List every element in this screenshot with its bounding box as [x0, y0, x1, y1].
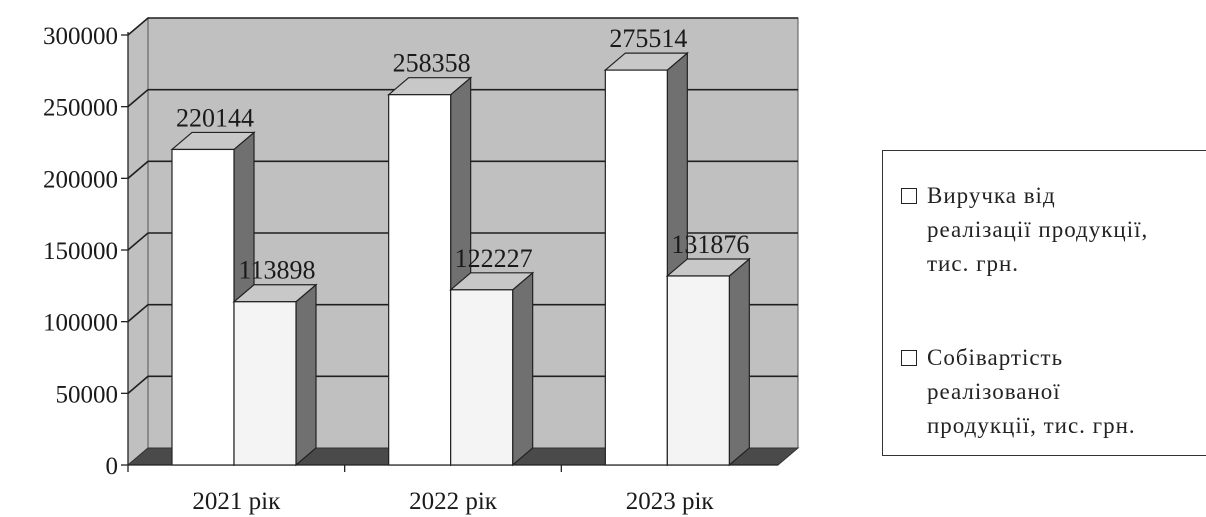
y-tick-label: 100000	[43, 310, 118, 337]
bar-side	[295, 283, 317, 467]
legend-label-line: тис. грн.	[927, 251, 1020, 276]
legend-label-line: Собівартість	[927, 345, 1064, 370]
bars	[170, 51, 751, 467]
y-tick-label: 300000	[43, 23, 118, 50]
bar-front	[171, 148, 235, 466]
legend-item-cost: Собівартість реалізованої продукції, тис…	[901, 341, 1136, 443]
legend: Виручка від реалізації продукції, тис. г…	[882, 150, 1206, 456]
bar-front	[450, 289, 514, 466]
bar	[232, 283, 318, 467]
y-tick-labels: 0 50000 100000 150000 200000 250000 300000	[43, 23, 118, 480]
legend-swatch-cost	[901, 350, 917, 366]
value-label: 220144	[176, 103, 254, 132]
value-label: 113898	[238, 256, 315, 285]
value-labels: 220144 113898 258358 122227 275514 131876	[176, 24, 749, 285]
bar	[665, 257, 751, 467]
gridline	[127, 88, 798, 108]
bar-side	[512, 271, 534, 467]
bar-front	[388, 94, 452, 466]
gridline	[127, 17, 798, 36]
value-label: 258358	[393, 49, 471, 78]
gridlines	[127, 17, 798, 394]
legend-label-line: продукції, тис. грн.	[927, 413, 1136, 438]
legend-label-line: реалізованої	[927, 379, 1061, 404]
x-tick-label: 2021 рік	[192, 488, 281, 515]
bar-front	[233, 301, 297, 466]
bar	[449, 271, 535, 467]
value-label: 275514	[609, 24, 687, 53]
value-label: 122227	[455, 244, 533, 273]
value-label: 131876	[671, 230, 749, 259]
bar-front	[666, 275, 730, 466]
y-tick-label: 0	[106, 453, 119, 480]
gridline	[127, 160, 798, 179]
gridline	[127, 232, 798, 251]
bar-side	[728, 257, 750, 467]
y-tick-label: 200000	[43, 166, 118, 193]
y-tick-label: 250000	[43, 95, 118, 122]
gridline	[127, 303, 798, 323]
legend-label-revenue: Виручка від реалізації продукції, тис. г…	[927, 179, 1148, 281]
x-tick-labels: 2021 рік 2022 рік 2023 рік	[192, 488, 714, 515]
legend-label-cost: Собівартість реалізованої продукції, тис…	[927, 341, 1136, 443]
legend-label-line: Виручка від	[927, 183, 1056, 208]
bar-chart: 0 50000 100000 150000 200000 250000 300000 220…	[43, 16, 800, 515]
bar-front	[604, 69, 668, 466]
x-tick-label: 2022 рік	[409, 488, 498, 515]
legend-label-line: реалізації продукції,	[927, 217, 1149, 242]
bar	[603, 51, 689, 467]
gridline	[127, 375, 798, 394]
x-tick-label: 2023 рік	[626, 488, 715, 515]
legend-swatch-revenue	[901, 188, 917, 204]
legend-item-revenue: Виручка від реалізації продукції, тис. г…	[901, 179, 1148, 281]
y-tick-label: 150000	[43, 238, 118, 265]
y-tick-label: 50000	[56, 381, 119, 408]
